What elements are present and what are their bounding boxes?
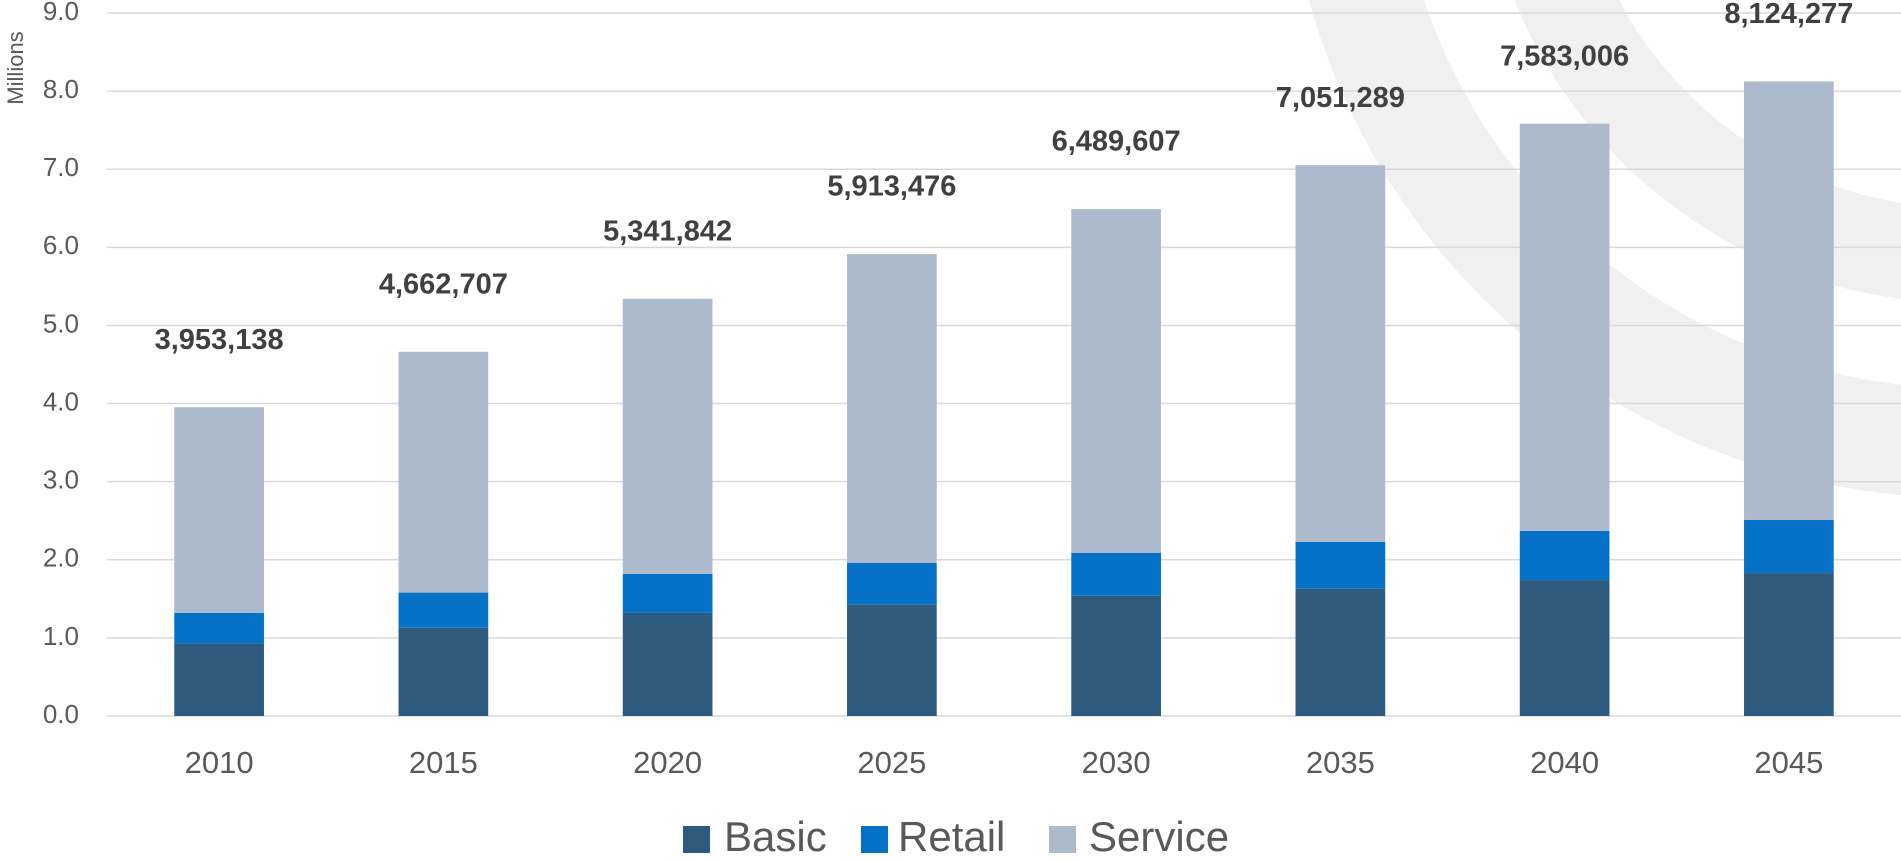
legend-label: Retail (898, 813, 1005, 860)
y-tick-label: 3.0 (43, 465, 79, 495)
bar-segment (1071, 552, 1161, 596)
bar-segment (1071, 209, 1161, 553)
legend-swatch (683, 826, 710, 853)
x-tick-label: 2010 (185, 745, 254, 780)
x-tick-label: 2015 (409, 745, 478, 780)
y-tick-label: 2.0 (43, 543, 79, 573)
bar-segment (398, 351, 489, 593)
bar-segment (1295, 165, 1386, 542)
y-tick-label: 1.0 (43, 621, 79, 651)
x-tick-label: 2025 (857, 745, 926, 780)
total-label: 5,341,842 (603, 215, 732, 247)
y-axis-label: Millions (3, 31, 28, 104)
bars (174, 81, 1834, 716)
legend-swatch (1049, 826, 1076, 853)
bar-segment (1519, 580, 1610, 716)
total-label: 3,953,138 (155, 324, 284, 356)
total-label: 5,913,476 (827, 171, 956, 203)
bar-segment (1744, 519, 1834, 574)
y-tick-label: 4.0 (43, 386, 79, 416)
labels: 0.0 1.0 2.0 3.0 4.0 5.0 6.0 7.0 8.0 9.0 2010 3,953,… (43, 0, 1854, 860)
y-tick-label: 0.0 (43, 699, 79, 729)
y-tick-label: 9.0 (43, 0, 79, 26)
bar-segment (622, 573, 713, 613)
x-tick-label: 2040 (1530, 745, 1599, 780)
bar-segment (1071, 595, 1161, 716)
bar-segment (622, 612, 713, 716)
bar-segment (847, 254, 937, 563)
y-tick-label: 5.0 (43, 308, 79, 338)
legend-swatch (861, 826, 888, 853)
total-label: 8,124,277 (1724, 0, 1853, 30)
bar-segment (1744, 81, 1834, 520)
x-tick-label: 2045 (1754, 745, 1823, 780)
bar-segment (622, 298, 713, 574)
legend-label: Basic (724, 813, 827, 860)
y-tick-label: 6.0 (43, 230, 79, 260)
bar-segment (1744, 573, 1834, 716)
bar-segment (1295, 588, 1386, 716)
bar-segment (847, 604, 937, 716)
bar-segment (174, 407, 264, 613)
legend-label: Service (1089, 813, 1229, 860)
bar-segment (1519, 530, 1610, 581)
x-tick-label: 2030 (1082, 745, 1151, 780)
y-tick-label: 8.0 (43, 74, 79, 104)
total-label: 7,051,289 (1276, 82, 1405, 114)
y-tick-label: 7.0 (43, 152, 79, 182)
total-label: 6,489,607 (1052, 126, 1181, 158)
bar-segment (1519, 123, 1610, 531)
x-tick-label: 2035 (1306, 745, 1375, 780)
bar-segment (847, 562, 937, 605)
bar-segment (174, 643, 264, 716)
total-label: 7,583,006 (1500, 40, 1629, 72)
total-label: 4,662,707 (379, 268, 508, 300)
bar-segment (1295, 541, 1386, 589)
bar-segment (174, 612, 264, 644)
bar-segment (398, 627, 489, 716)
x-tick-label: 2020 (633, 745, 702, 780)
bar-segment (398, 592, 489, 628)
